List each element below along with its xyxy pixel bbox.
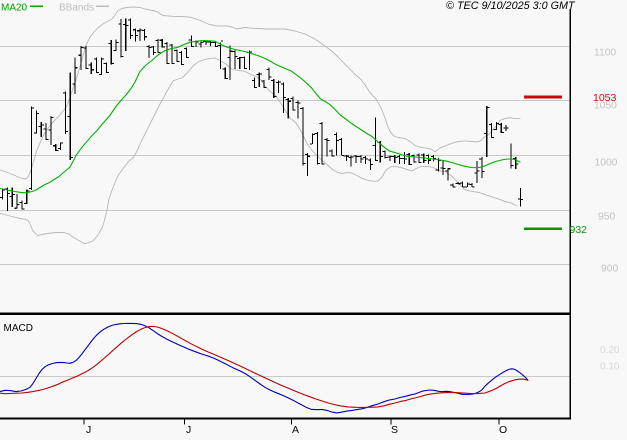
svg-text:J: J xyxy=(186,424,191,436)
svg-text:1053: 1053 xyxy=(593,92,617,104)
svg-text:0.10: 0.10 xyxy=(600,362,620,373)
svg-text:950: 950 xyxy=(598,212,615,223)
svg-text:S: S xyxy=(391,424,398,436)
svg-text:1050: 1050 xyxy=(594,101,617,112)
svg-text:900: 900 xyxy=(601,264,618,275)
svg-text:MACD: MACD xyxy=(4,323,33,334)
svg-text:© TEC 9/10/2025 3:0 GMT: © TEC 9/10/2025 3:0 GMT xyxy=(446,0,576,12)
svg-text:932: 932 xyxy=(570,224,588,236)
svg-text:J: J xyxy=(86,424,91,436)
svg-text:BBands: BBands xyxy=(59,3,94,14)
svg-text:O: O xyxy=(499,424,507,436)
svg-text:1000: 1000 xyxy=(595,158,618,169)
svg-text:A: A xyxy=(292,424,299,436)
svg-text:MA20: MA20 xyxy=(1,3,28,14)
svg-text:1100: 1100 xyxy=(594,48,616,59)
svg-text:0.20: 0.20 xyxy=(600,345,620,356)
